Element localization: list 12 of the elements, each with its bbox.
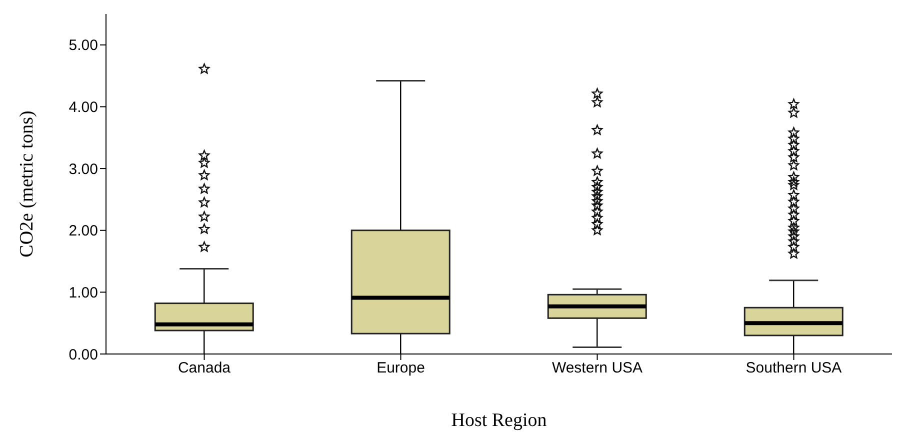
y-tick-label: 1.00	[68, 284, 98, 302]
y-tick-label: 0.00	[68, 346, 98, 364]
x-tick-label: Canada	[178, 360, 232, 377]
y-tick-label: 2.00	[68, 222, 98, 240]
y-tick-label: 5.00	[68, 37, 98, 54]
x-tick-label: Western USA	[552, 360, 643, 377]
y-axis-title: CO2e (metric tons)	[16, 110, 38, 258]
x-axis-title: Host Region	[451, 410, 548, 431]
y-tick-label: 3.00	[68, 160, 98, 178]
x-tick-label: Southern USA	[746, 360, 842, 377]
y-tick-label: 4.00	[68, 99, 98, 116]
x-tick-label: Europe	[376, 360, 425, 377]
